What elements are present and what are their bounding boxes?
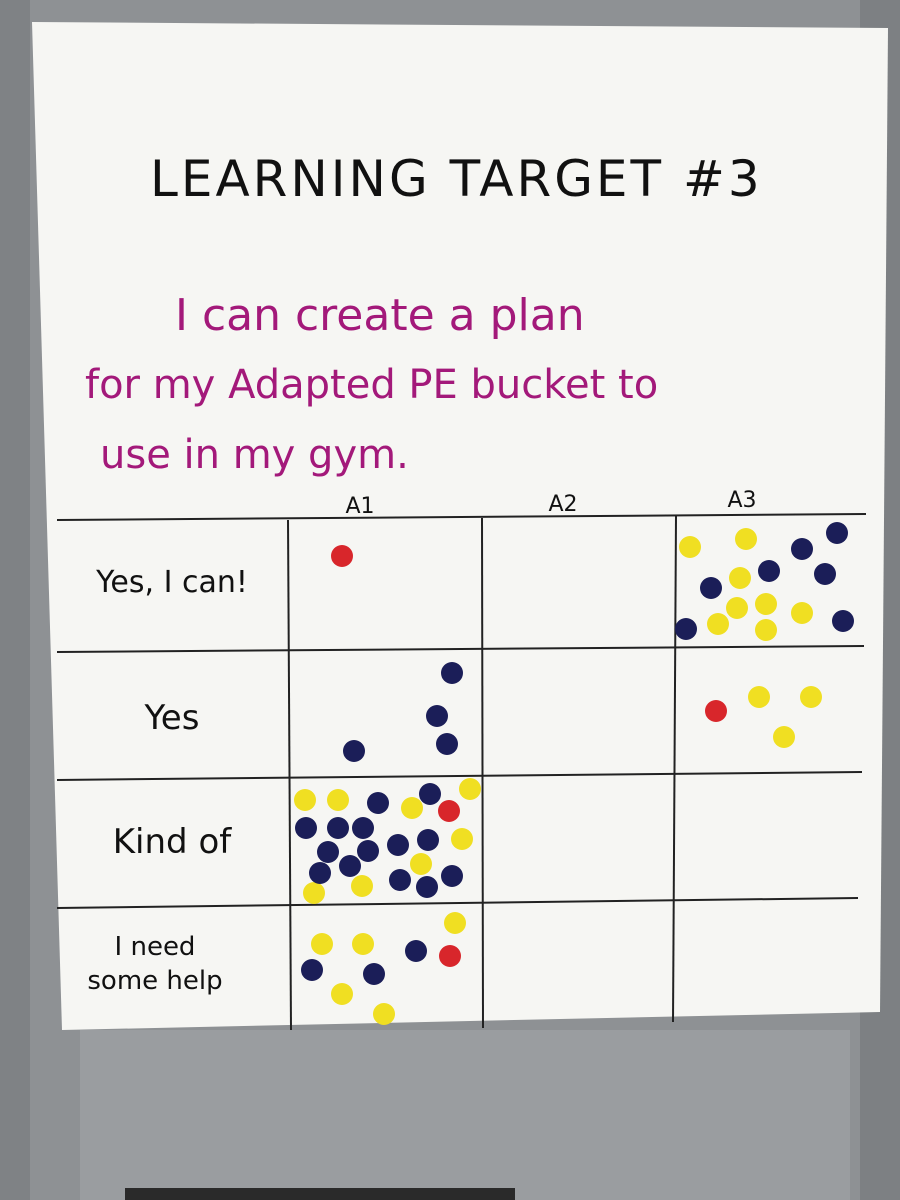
- sticker: [441, 865, 463, 887]
- sticker: [339, 855, 361, 877]
- sticker: [401, 797, 423, 819]
- grid-line: [56, 897, 859, 909]
- column-header: A2: [548, 492, 578, 517]
- sticker: [755, 619, 777, 641]
- sticker: [748, 686, 770, 708]
- sticker: [726, 597, 748, 619]
- cabinet: [80, 1030, 850, 1200]
- sticker: [351, 875, 373, 897]
- grid-line: [56, 645, 865, 653]
- sticker: [294, 789, 316, 811]
- sticker: [352, 933, 374, 955]
- sticker: [357, 840, 379, 862]
- sticker: [459, 778, 481, 800]
- sticker: [451, 828, 473, 850]
- stickers: [294, 522, 854, 1025]
- sticker: [735, 528, 757, 550]
- row-label: Yes, I can!: [96, 565, 248, 600]
- sticker: [389, 869, 411, 891]
- sticker: [301, 959, 323, 981]
- goal-line: use in my gym.: [100, 432, 409, 478]
- sticker: [331, 983, 353, 1005]
- sticker: [444, 912, 466, 934]
- sticker: [755, 593, 777, 615]
- wall-edge: [0, 0, 30, 1200]
- sticker: [426, 705, 448, 727]
- yellow-dots: [294, 528, 822, 1025]
- sticker: [343, 740, 365, 762]
- sticker: [675, 618, 697, 640]
- sticker: [317, 841, 339, 863]
- column-header: A1: [345, 494, 375, 519]
- handle: [125, 1188, 515, 1200]
- sticker: [367, 792, 389, 814]
- navy-dots: [295, 522, 854, 985]
- sticker: [800, 686, 822, 708]
- grid: [56, 513, 867, 1031]
- sticker: [832, 610, 854, 632]
- sticker: [439, 945, 461, 967]
- sticker: [405, 940, 427, 962]
- row-label: I need some help: [87, 932, 223, 996]
- sticker: [327, 789, 349, 811]
- sticker: [729, 567, 751, 589]
- sticker: [705, 700, 727, 722]
- sticker: [791, 602, 813, 624]
- grid-line: [56, 513, 867, 521]
- sticker: [419, 783, 441, 805]
- goal-line: for my Adapted PE bucket to: [85, 362, 659, 408]
- grid-line: [56, 771, 863, 781]
- sticker: [436, 733, 458, 755]
- sticker: [758, 560, 780, 582]
- sticker: [373, 1003, 395, 1025]
- sticker: [363, 963, 385, 985]
- sticker: [438, 800, 460, 822]
- sticker: [331, 545, 353, 567]
- sticker: [791, 538, 813, 560]
- sticker: [773, 726, 795, 748]
- poster-title: LEARNING TARGET #3: [150, 150, 763, 208]
- sticker: [311, 933, 333, 955]
- grid-line: [287, 519, 292, 1031]
- sticker: [410, 853, 432, 875]
- sticker: [327, 817, 349, 839]
- column-header: A3: [727, 488, 757, 513]
- sticker: [309, 862, 331, 884]
- goal-line: I can create a plan: [175, 290, 585, 341]
- sticker: [814, 563, 836, 585]
- grid-line: [672, 515, 677, 1023]
- grid-line: [481, 517, 484, 1029]
- row-label: Kind of: [112, 822, 232, 862]
- red-dots: [331, 545, 727, 967]
- sticker: [303, 882, 325, 904]
- row-label: Yes: [144, 698, 200, 738]
- sticker: [416, 876, 438, 898]
- sticker: [352, 817, 374, 839]
- sticker: [417, 829, 439, 851]
- sticker: [707, 613, 729, 635]
- sticker: [679, 536, 701, 558]
- sticker: [387, 834, 409, 856]
- sticker: [441, 662, 463, 684]
- sticker: [700, 577, 722, 599]
- sticker: [295, 817, 317, 839]
- sticker: [826, 522, 848, 544]
